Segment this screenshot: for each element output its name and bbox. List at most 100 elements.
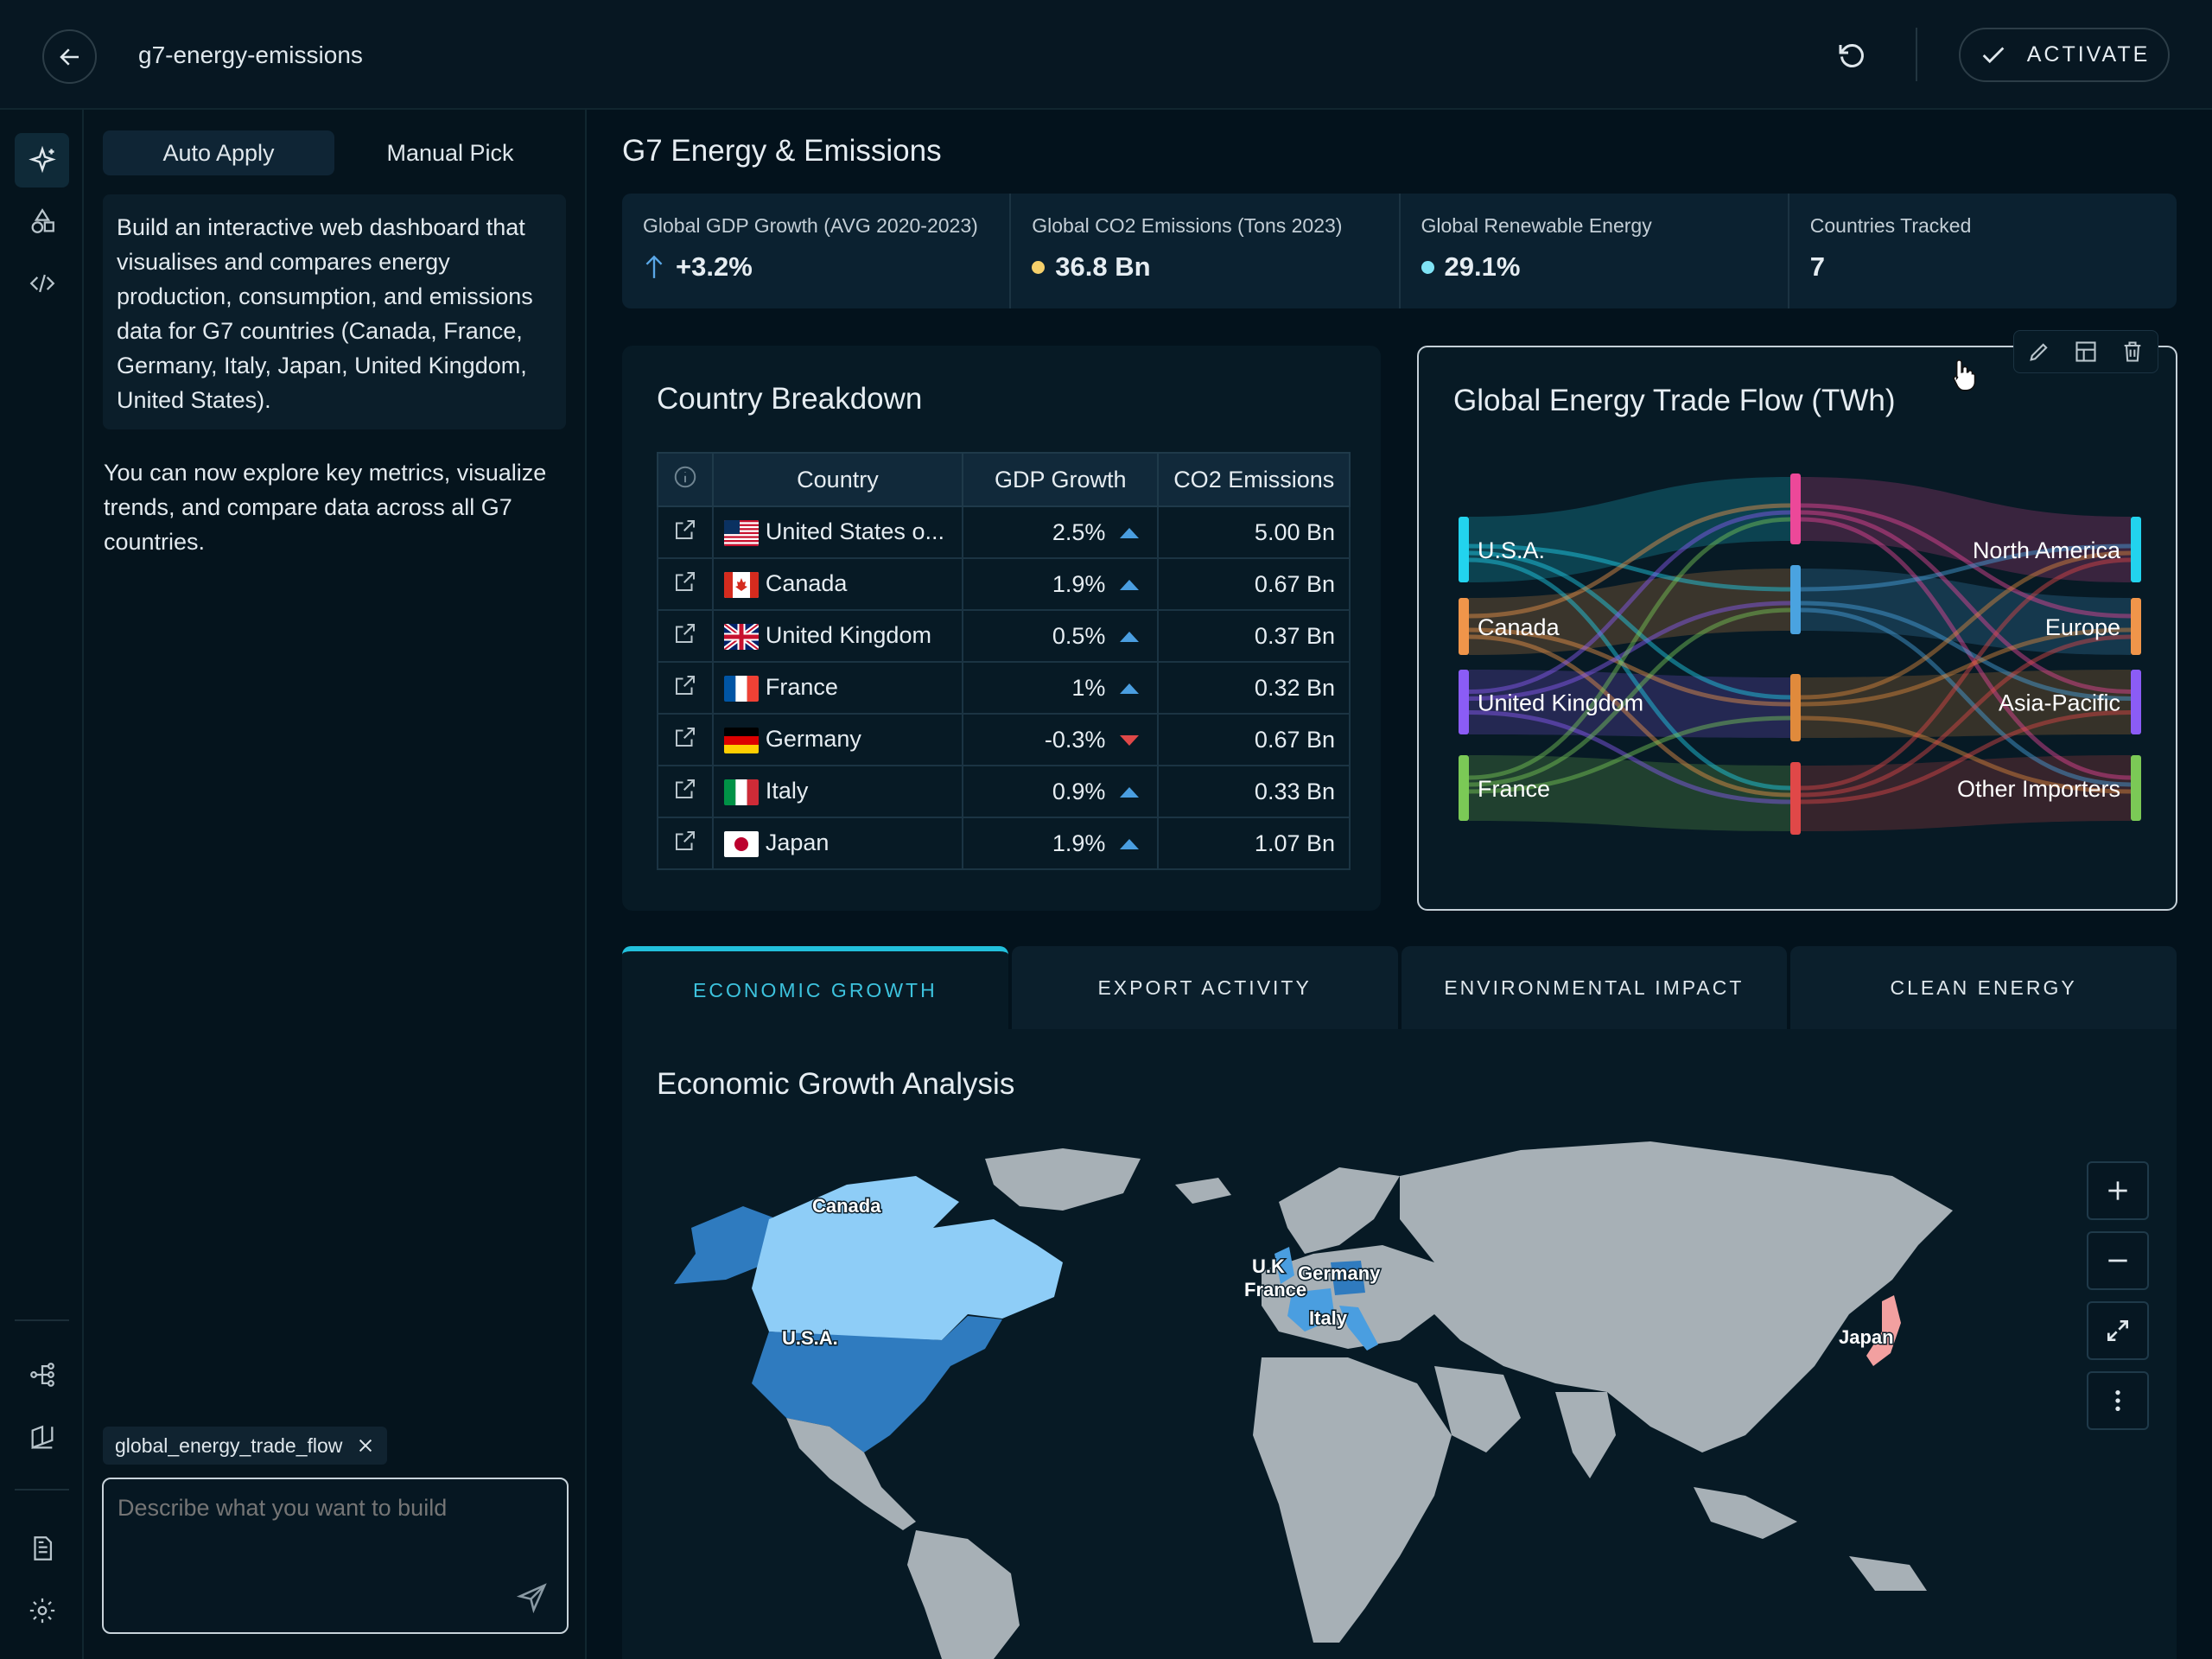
country-cell: Italy xyxy=(711,765,964,818)
open-link-cell[interactable] xyxy=(657,765,714,818)
table-row[interactable]: Italy 0.9% 0.33 Bn xyxy=(657,765,1351,818)
rail-library-button[interactable] xyxy=(15,1410,69,1465)
rail-settings-button[interactable] xyxy=(15,1583,69,1637)
co2-cell: 0.37 Bn xyxy=(1157,609,1351,663)
column-header-co2[interactable]: CO2 Emissions xyxy=(1157,452,1351,507)
flag-fr-icon xyxy=(723,675,759,702)
column-header-country[interactable]: Country xyxy=(711,452,964,507)
undo-button[interactable] xyxy=(1830,35,1872,76)
map-label-canada: Canada xyxy=(812,1195,881,1217)
gdp-value: 0.5% xyxy=(1052,622,1106,649)
close-icon[interactable] xyxy=(356,1436,375,1455)
undo-icon xyxy=(1839,44,1864,67)
zoom-out-button[interactable] xyxy=(2087,1231,2149,1290)
tab-auto-apply[interactable]: Auto Apply xyxy=(103,130,334,175)
kpi-label: Global Renewable Energy xyxy=(1421,214,1652,237)
table-row[interactable]: France 1% 0.32 Bn xyxy=(657,661,1351,715)
tab-manual-pick[interactable]: Manual Pick xyxy=(386,139,514,166)
rail-code-button[interactable] xyxy=(15,256,69,310)
sankey-source-node[interactable] xyxy=(1459,598,1469,655)
fullscreen-button[interactable] xyxy=(2087,1301,2149,1360)
sankey-source-label: United Kingdom xyxy=(1478,690,1643,716)
rail-components-button[interactable] xyxy=(15,194,69,248)
main-canvas: G7 Energy & Emissions Global GDP Growth … xyxy=(587,110,2212,1659)
analysis-tabs: ECONOMIC GROWTH EXPORT ACTIVITY ENVIRONM… xyxy=(622,946,2177,1029)
table-row[interactable]: United Kingdom 0.5% 0.37 Bn xyxy=(657,609,1351,663)
map-label-germany: Germany xyxy=(1298,1262,1381,1284)
open-link-cell[interactable] xyxy=(657,557,714,611)
open-link-cell[interactable] xyxy=(657,817,714,870)
gdp-value: 2.5% xyxy=(1052,518,1106,545)
layout-button[interactable] xyxy=(2066,333,2106,371)
info-header[interactable] xyxy=(657,452,714,507)
rail-flow-button[interactable] xyxy=(15,1347,69,1402)
edit-button[interactable] xyxy=(2019,333,2059,371)
table-row[interactable]: United States o... 2.5% 5.00 Bn xyxy=(657,505,1351,559)
sankey-target-node[interactable] xyxy=(2131,517,2141,582)
table-row[interactable]: Canada 1.9% 0.67 Bn xyxy=(657,557,1351,611)
co2-cell: 0.67 Bn xyxy=(1157,713,1351,766)
document-icon xyxy=(33,1535,52,1560)
sankey-source-node[interactable] xyxy=(1459,670,1469,734)
sankey-target-node[interactable] xyxy=(2131,598,2141,655)
sankey-source-node[interactable] xyxy=(1459,517,1469,582)
land-greenland xyxy=(985,1148,1141,1211)
sankey-middle-node[interactable] xyxy=(1790,565,1801,634)
country-cell: Japan xyxy=(711,817,964,870)
user-prompt: Build an interactive web dashboard that … xyxy=(103,194,566,429)
rail-ai-button[interactable] xyxy=(15,133,69,188)
sankey-link xyxy=(1468,715,1791,794)
sankey-source-node[interactable] xyxy=(1459,755,1469,821)
co2-cell: 0.33 Bn xyxy=(1157,765,1351,818)
country-name: Canada xyxy=(765,570,848,597)
rail-separator xyxy=(15,1489,69,1491)
rail-docs-button[interactable] xyxy=(15,1521,69,1575)
land-japan xyxy=(1866,1295,1901,1366)
flow-icon xyxy=(29,1362,54,1387)
open-link-cell[interactable] xyxy=(657,661,714,715)
expand-icon xyxy=(2107,1320,2128,1341)
land-canada xyxy=(752,1176,1063,1340)
table-row[interactable]: Germany -0.3% 0.67 Bn xyxy=(657,713,1351,766)
sankey-target-label: Other Importers xyxy=(1957,776,2120,802)
tab-clean-energy[interactable]: CLEAN ENERGY xyxy=(1790,946,2177,1029)
kpi-bar: Global GDP Growth (AVG 2020-2023) +3.2% … xyxy=(622,194,2177,308)
open-link-cell[interactable] xyxy=(657,609,714,663)
open-link-cell[interactable] xyxy=(657,713,714,766)
trend-down-icon xyxy=(1120,735,1140,747)
world-map[interactable]: Canada U.S.A. U.K Germany France Italy J… xyxy=(657,1124,2160,1659)
sankey-middle-node[interactable] xyxy=(1790,762,1801,835)
sankey-link xyxy=(1800,510,2132,694)
sankey-middle-node[interactable] xyxy=(1790,674,1801,741)
open-link-cell[interactable] xyxy=(657,505,714,559)
sankey-link xyxy=(1800,503,2132,619)
activate-button[interactable]: ACTIVATE xyxy=(1959,28,2170,82)
back-button[interactable] xyxy=(42,29,97,84)
sankey-link xyxy=(1468,510,1791,694)
country-cell: Canada xyxy=(711,557,964,611)
analysis-card: Economic Growth Analysis xyxy=(622,1029,2177,1659)
kpi-renewable-energy: Global Renewable Energy 29.1% xyxy=(1401,194,1789,308)
sankey-target-node[interactable] xyxy=(2131,670,2141,734)
kpi-label: Global CO2 Emissions (Tons 2023) xyxy=(1032,214,1343,237)
more-options-button[interactable] xyxy=(2087,1371,2149,1430)
flag-ca-icon xyxy=(723,571,759,598)
prompt-input[interactable] xyxy=(118,1495,498,1522)
sankey-link xyxy=(1468,550,1791,700)
table-row[interactable]: Japan 1.9% 1.07 Bn xyxy=(657,817,1351,870)
zoom-in-button[interactable] xyxy=(2087,1161,2149,1220)
sankey-middle-node[interactable] xyxy=(1790,474,1801,544)
tab-economic-growth[interactable]: ECONOMIC GROWTH xyxy=(622,946,1008,1029)
co2-cell: 1.07 Bn xyxy=(1157,817,1351,870)
card-title: Global Energy Trade Flow (TWh) xyxy=(1453,384,1896,417)
sankey-link xyxy=(1800,627,2132,707)
tab-environmental-impact[interactable]: ENVIRONMENTAL IMPACT xyxy=(1401,946,1788,1029)
tab-export-activity[interactable]: EXPORT ACTIVITY xyxy=(1011,946,1398,1029)
column-header-gdp[interactable]: GDP Growth xyxy=(962,452,1160,507)
trade-flow-card[interactable]: Global Energy Trade Flow (TWh) U.S.A. Can… xyxy=(1417,330,2177,911)
send-button[interactable] xyxy=(513,1579,551,1617)
gdp-value: 1% xyxy=(1071,674,1106,701)
sankey-target-node[interactable] xyxy=(2131,755,2141,821)
delete-button[interactable] xyxy=(2113,333,2152,371)
book-icon xyxy=(31,1425,53,1449)
